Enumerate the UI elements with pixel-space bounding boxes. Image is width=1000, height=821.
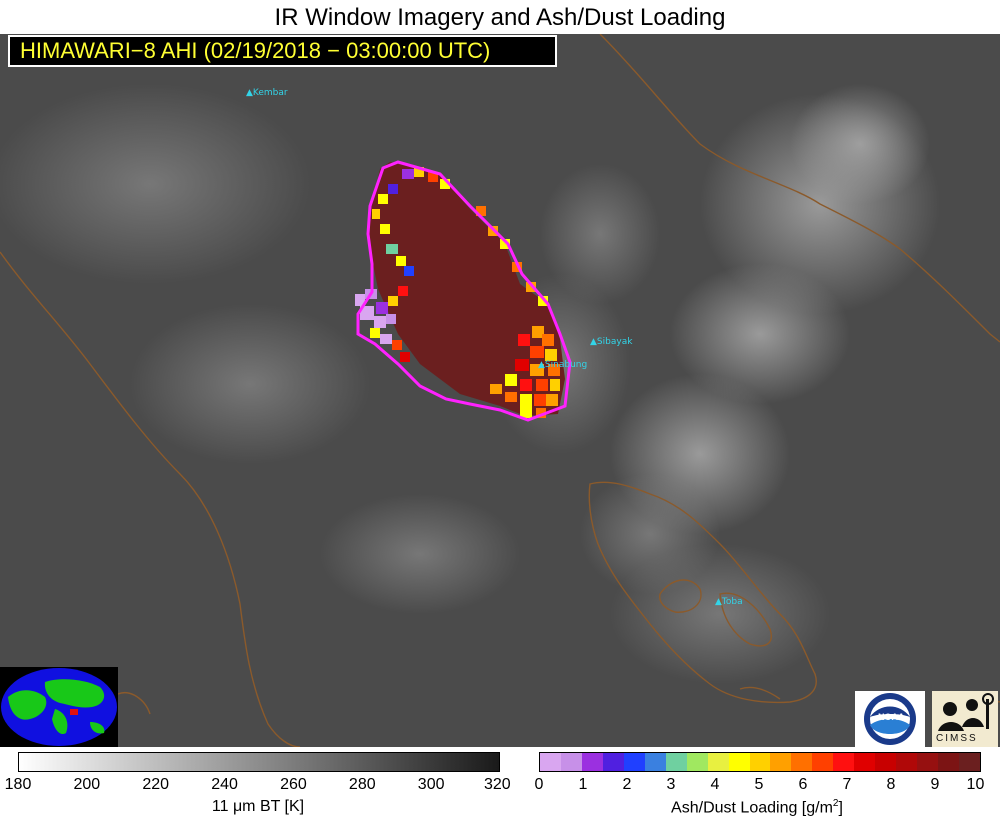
ash-colorbar-swatch bbox=[854, 753, 876, 771]
bt-colorbar-title: 11 μm BT [K] bbox=[211, 798, 305, 815]
ash-tick-label: 4 bbox=[710, 776, 720, 793]
ash-plume bbox=[355, 162, 565, 418]
ash-colorbar-swatch bbox=[833, 753, 855, 771]
ash-colorbar-swatch bbox=[770, 753, 792, 771]
ash-tick-label: 8 bbox=[886, 776, 896, 793]
ash-colorbar-swatch bbox=[707, 753, 729, 771]
noaa-logo-text: NOAA bbox=[878, 712, 905, 722]
ash-colorbar-swatch bbox=[938, 753, 960, 771]
ash-colorbar-swatch bbox=[917, 753, 939, 771]
ash-colorbar-swatch bbox=[560, 753, 582, 771]
ash-colorbar-title: Ash/Dust Loading [g/m2] bbox=[671, 798, 843, 817]
volcano-marker-icon: ▲ bbox=[590, 337, 597, 347]
satellite-map: HIMAWARI−8 AHI (02/19/2018 − 03:00:00 UT… bbox=[0, 34, 1000, 747]
ash-tick-label: 3 bbox=[666, 776, 676, 793]
bt-tick-label: 280 bbox=[348, 776, 376, 793]
ash-outline bbox=[356, 160, 572, 422]
bt-colorbar bbox=[18, 752, 500, 772]
volcano-label-sinabung: ▲Sinabung bbox=[538, 360, 588, 370]
noaa-logo: NOAA bbox=[855, 691, 925, 747]
bt-tick-label: 180 bbox=[4, 776, 32, 793]
ash-colorbar-swatch bbox=[540, 753, 561, 771]
ash-tick-label: 7 bbox=[842, 776, 852, 793]
ash-colorbar-swatch bbox=[728, 753, 750, 771]
ash-colorbar-swatch bbox=[665, 753, 687, 771]
ash-tick-label: 5 bbox=[754, 776, 764, 793]
cimss-logo-text: CIMSS bbox=[936, 733, 978, 744]
bt-tick-label: 260 bbox=[280, 776, 307, 793]
ash-colorbar-swatch bbox=[644, 753, 666, 771]
cimss-logo-icon bbox=[932, 691, 998, 747]
volcano-label-sibayak: ▲Sibayak bbox=[590, 337, 633, 347]
ash-tick-label: 1 bbox=[578, 776, 588, 793]
map-canvas bbox=[0, 34, 1000, 747]
ash-colorbar-swatch bbox=[812, 753, 834, 771]
ash-tick-label: 2 bbox=[622, 776, 632, 793]
satellite-banner: HIMAWARI−8 AHI (02/19/2018 − 03:00:00 UT… bbox=[8, 35, 557, 67]
globe-icon bbox=[1, 668, 117, 746]
bt-tick-label: 220 bbox=[142, 776, 170, 793]
ash-colorbar-swatch bbox=[749, 753, 771, 771]
cimss-logo: CIMSS bbox=[932, 691, 998, 747]
ash-tick-label: 9 bbox=[930, 776, 940, 793]
bt-tick-label: 200 bbox=[73, 776, 101, 793]
volcano-marker-icon: ▲ bbox=[715, 597, 722, 607]
ash-tick-label: 0 bbox=[534, 776, 544, 793]
ash-colorbar-swatch bbox=[602, 753, 624, 771]
bt-tick-label: 240 bbox=[211, 776, 238, 793]
volcano-label-toba: ▲Toba bbox=[715, 597, 743, 607]
ash-tick-label: 6 bbox=[798, 776, 808, 793]
ash-colorbar-swatch bbox=[959, 753, 981, 771]
volcano-label-kembar: ▲Kembar bbox=[246, 88, 288, 98]
volcano-marker-icon: ▲ bbox=[538, 360, 545, 370]
ash-colorbar-swatch bbox=[896, 753, 918, 771]
ash-colorbar-swatch bbox=[686, 753, 708, 771]
ash-colorbar-swatch bbox=[623, 753, 645, 771]
ash-colorbar-swatch bbox=[875, 753, 897, 771]
volcano-marker-icon: ▲ bbox=[246, 88, 253, 98]
ash-colorbar-swatch bbox=[791, 753, 813, 771]
bt-tick-label: 320 bbox=[483, 776, 511, 793]
ash-colorbar-swatch bbox=[581, 753, 603, 771]
noaa-logo-icon bbox=[864, 693, 916, 745]
ash-tick-label: 10 bbox=[966, 776, 985, 793]
bt-tick-label: 300 bbox=[417, 776, 445, 793]
ash-colorbar bbox=[539, 752, 981, 772]
globe-inset bbox=[0, 667, 118, 747]
page-title: IR Window Imagery and Ash/Dust Loading bbox=[274, 4, 726, 31]
